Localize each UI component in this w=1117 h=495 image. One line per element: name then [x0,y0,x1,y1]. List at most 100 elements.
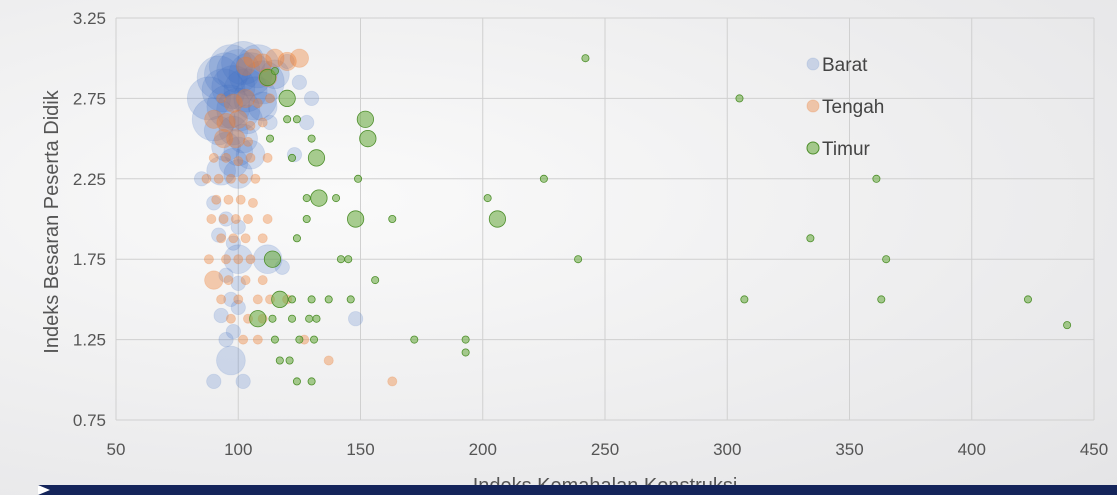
y-tick-label: 0.75 [73,411,106,430]
data-point [216,233,227,244]
data-point [461,335,470,344]
data-point [235,139,266,170]
data-point [252,334,263,345]
data-point [216,87,261,132]
series-barat [186,41,364,390]
data-point [324,295,333,304]
data-point [410,335,419,344]
data-point [581,54,590,63]
data-point [225,235,241,251]
data-point [245,254,256,265]
y-tick-labels: 0.75 1.25 1.75 2.25 2.75 3.25 [73,9,106,430]
legend-label: Barat [822,55,868,76]
data-point [218,115,249,146]
data-point [279,53,295,70]
data-point [228,109,248,129]
data-point [206,195,222,211]
x-tick-label: 150 [346,440,374,459]
data-point [223,68,268,113]
data-point [307,295,316,304]
data-point [310,189,328,207]
data-point [201,173,212,184]
data-point [359,130,377,148]
data-point [208,44,253,89]
data-point [228,123,258,154]
data-point [230,275,246,291]
data-point [323,355,334,366]
data-point [302,214,311,223]
data-point [277,51,297,72]
data-point [233,156,244,167]
data-point [250,173,261,184]
data-point [740,295,749,304]
data-point [806,234,815,243]
footer-arrow-icon [38,485,50,495]
data-point [211,131,241,162]
data-point [233,254,244,265]
footer-bar [38,485,1117,495]
data-point [243,48,263,68]
data-point [288,295,297,304]
data-point [305,314,314,323]
data-point [213,129,234,149]
data-point [213,307,229,324]
data-point [347,210,365,228]
data-point [233,76,278,121]
data-point [218,147,249,178]
data-point [539,174,548,183]
data-point [243,136,254,147]
data-point [206,84,251,129]
data-point [307,134,316,143]
data-point [1023,295,1032,304]
data-point [204,109,224,129]
data-point [262,114,278,131]
data-point [218,213,229,224]
data-point [346,295,355,304]
data-point [278,89,296,108]
x-tick-label: 400 [958,440,986,459]
data-point [223,159,254,189]
data-point [270,335,279,344]
x-tick-labels: 50 100 150 200 250 300 350 400 450 [107,440,1109,459]
data-point [196,55,241,100]
data-point [240,233,251,244]
data-point [877,295,886,304]
data-point [292,234,301,243]
data-point [302,194,311,203]
data-point [235,88,256,109]
data-point [233,104,263,135]
data-point [245,120,256,131]
data-point [285,356,294,365]
data-point [223,194,234,205]
data-point [225,313,236,324]
data-point [211,194,222,205]
data-point [235,194,246,205]
data-point [247,197,258,208]
data-point [223,244,254,275]
data-point [238,173,249,184]
data-point [354,174,363,183]
legend-label: Tengah [822,97,884,118]
data-point [483,194,492,203]
data-point [275,356,284,365]
series-timur [249,54,1072,386]
data-point [488,210,507,228]
data-point [225,173,236,184]
data-point [230,213,241,224]
data-point [221,152,232,163]
y-tick-label: 2.25 [73,170,106,189]
data-point [257,233,268,244]
legend-marker [806,99,820,113]
data-point [238,334,249,345]
data-point [245,152,256,163]
data-point [288,314,297,323]
data-point [289,48,309,68]
data-point [574,255,583,264]
data-point [203,254,214,265]
legend-marker [806,141,820,155]
y-tick-label: 3.25 [73,9,106,28]
x-tick-label: 50 [107,440,126,459]
data-point [292,115,301,124]
data-point [303,90,320,107]
data-point [299,114,315,131]
